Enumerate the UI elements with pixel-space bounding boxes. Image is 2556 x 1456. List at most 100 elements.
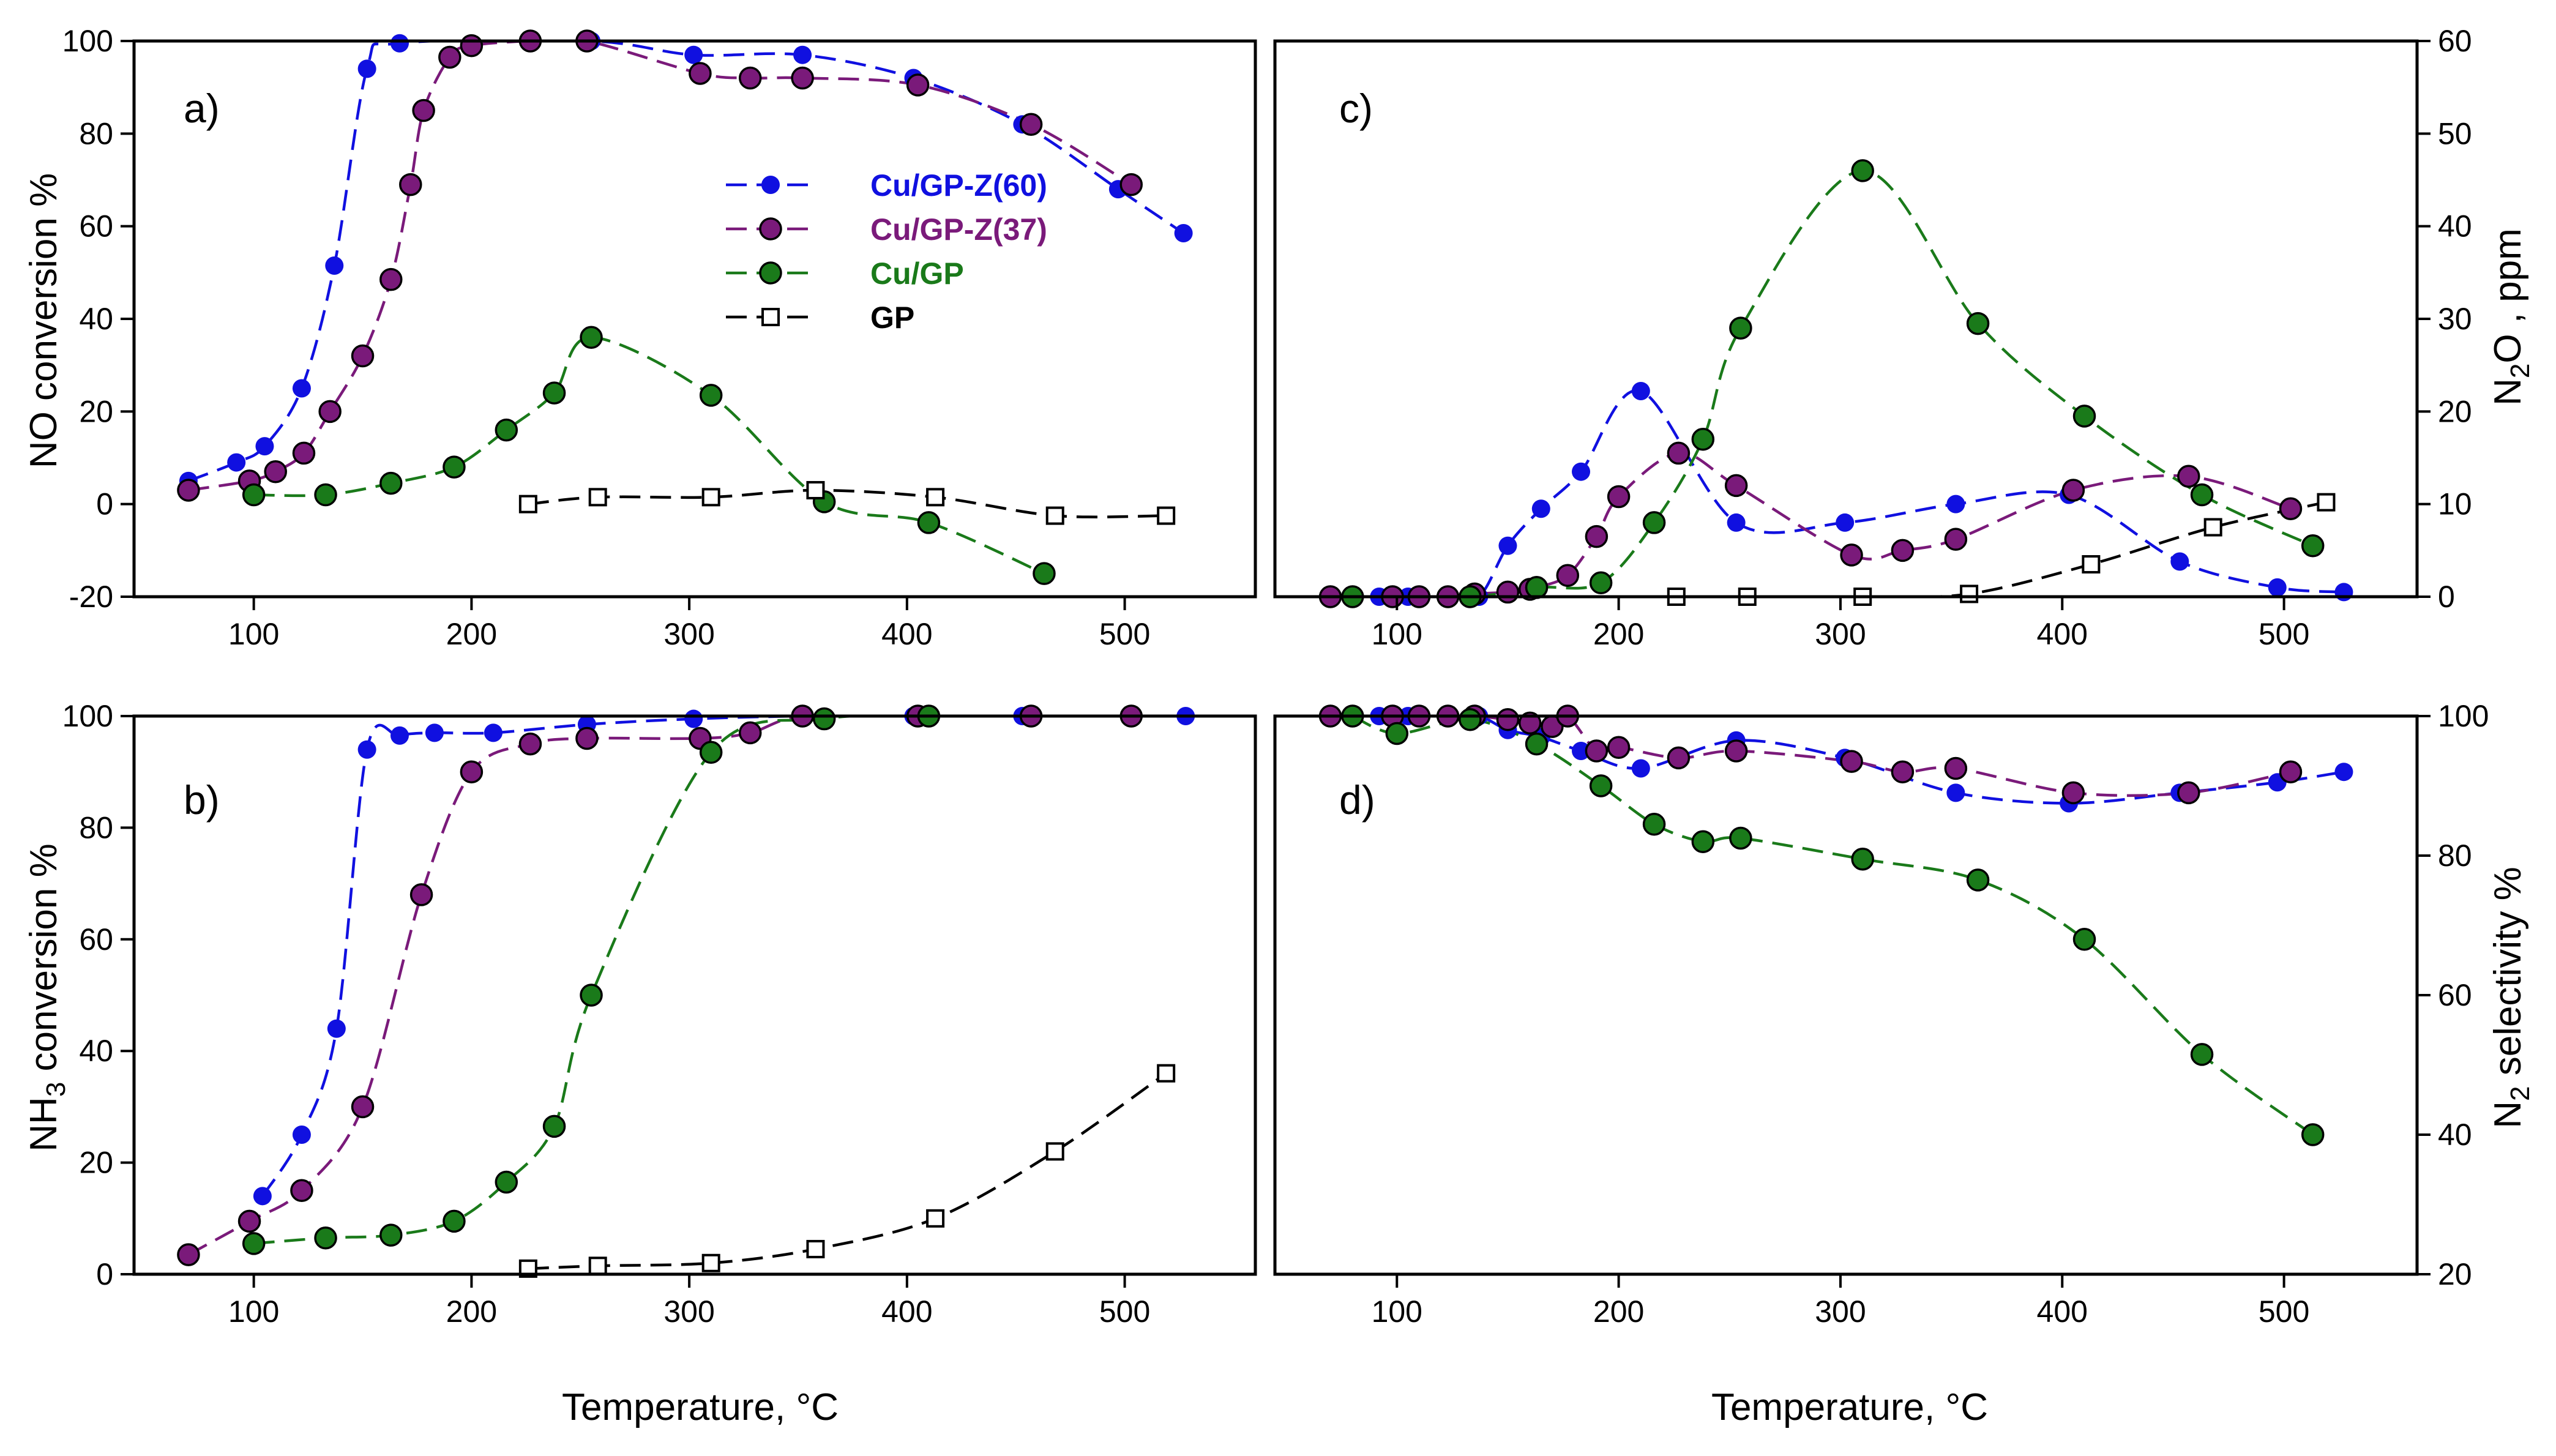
data-point-cu-gp-z-37 <box>1667 746 1691 770</box>
data-point-gp <box>806 1239 825 1258</box>
y-tick-label: 10 <box>2438 487 2472 521</box>
x-tick-label: 200 <box>446 617 497 651</box>
y-tick-label: 60 <box>79 209 113 244</box>
data-point-cu-gp <box>242 1232 266 1255</box>
data-point-gp <box>588 488 607 507</box>
data-point-cu-gp-z-60 <box>1631 759 1650 778</box>
data-point-cu-gp-z-60 <box>1836 513 1855 532</box>
panel-b-nh3-conversion: 100 200 300 400 500 0 20 40 60 80 100 b) NH3 conve… <box>23 699 1257 1428</box>
data-point-cu-gp <box>1385 722 1409 745</box>
data-point-cu-gp-z-60 <box>1946 783 1965 802</box>
legend-marker-cu-gp-z-37 <box>759 217 782 241</box>
data-point-gp <box>1960 584 1979 603</box>
legend-label-cu-gp-z-37: Cu/GP-Z(37) <box>870 212 1047 247</box>
y-tick-label: 20 <box>2438 1257 2472 1291</box>
x-tick-label: 200 <box>446 1294 497 1329</box>
x-tick-label: 200 <box>1593 1294 1644 1329</box>
y-tick-label: 100 <box>62 24 113 58</box>
data-point-gp <box>701 1253 720 1272</box>
data-point-cu-gp-z-60 <box>2334 583 2353 602</box>
data-point-cu-gp-z-60 <box>357 740 376 759</box>
x-tick-label: 300 <box>663 1294 714 1329</box>
data-point-cu-gp <box>1589 571 1613 595</box>
data-point-cu-gp <box>1033 562 1056 585</box>
x-tick-label: 500 <box>1099 617 1150 651</box>
panel-b-label: b) <box>184 777 220 823</box>
data-point-cu-gp-z-37 <box>438 45 461 69</box>
panel-d-y-title: N2 selectivity % <box>2487 867 2535 1129</box>
data-point-cu-gp <box>917 511 941 534</box>
data-point-cu-gp-z-60 <box>227 453 246 472</box>
panel-d-n2-selectivity: 100 200 300 400 500 20 40 60 80 100 d) N2 selecti… <box>1273 699 2535 1428</box>
x-tick-label: 100 <box>228 1294 279 1329</box>
data-point-cu-gp-z-37 <box>1944 528 1968 551</box>
data-point-cu-gp <box>495 1170 518 1194</box>
panel-c-label: c) <box>1339 86 1373 131</box>
data-point-cu-gp-z-60 <box>1946 495 1965 513</box>
data-point-cu-gp-z-37 <box>2279 760 2303 783</box>
data-point-cu-gp-z-37 <box>738 721 762 745</box>
data-point-gp <box>1045 506 1064 525</box>
data-point-cu-gp-z-37 <box>1724 739 1748 763</box>
data-point-cu-gp <box>1642 812 1666 836</box>
data-point-cu-gp-z-37 <box>791 66 814 90</box>
y-tick-label: 100 <box>62 699 113 733</box>
y-tick-label: 60 <box>79 922 113 957</box>
data-point-cu-gp-z-37 <box>2061 781 2085 805</box>
x-tick-label: 100 <box>1372 617 1422 651</box>
data-point-cu-gp-z-60 <box>292 1126 311 1144</box>
y-tick-label: 40 <box>79 302 113 336</box>
legend-marker-gp <box>761 308 780 326</box>
x-tick-label: 100 <box>228 617 279 651</box>
data-point-cu-gp-z-60 <box>325 256 344 275</box>
data-point-cu-gp <box>1459 707 1482 731</box>
series-line-cu-gp-z-37 <box>187 716 1132 1256</box>
data-point-cu-gp-z-37 <box>264 460 287 483</box>
data-point-cu-gp-z-37 <box>1585 739 1609 763</box>
data-point-cu-gp-z-60 <box>255 437 274 456</box>
data-point-cu-gp <box>2072 928 2096 951</box>
data-point-cu-gp-z-37 <box>689 62 712 85</box>
data-point-cu-gp <box>1729 316 1752 340</box>
x-tick-label: 300 <box>663 617 714 651</box>
panel-d-label: d) <box>1339 777 1375 823</box>
data-point-cu-gp-z-60 <box>425 723 444 742</box>
data-point-cu-gp-z-60 <box>1531 499 1550 518</box>
data-point-cu-gp-z-37 <box>738 66 762 90</box>
data-point-cu-gp-z-37 <box>1607 485 1631 509</box>
panel-c-y-title: N2O , ppm <box>2487 228 2535 406</box>
data-point-cu-gp <box>2190 483 2214 507</box>
legend-label-cu-gp: Cu/GP <box>870 256 964 291</box>
data-point-cu-gp <box>379 471 403 495</box>
data-point-cu-gp-z-37 <box>1556 564 1580 587</box>
data-point-cu-gp <box>242 483 266 507</box>
data-point-cu-gp-z-37 <box>1840 543 1863 567</box>
data-point-cu-gp-z-37 <box>399 173 422 196</box>
data-point-gp <box>701 488 720 507</box>
data-point-cu-gp-z-37 <box>460 760 484 783</box>
data-point-cu-gp-z-37 <box>177 479 200 502</box>
y-tick-label: 80 <box>79 116 113 151</box>
data-point-cu-gp-z-60 <box>1631 382 1650 401</box>
data-point-cu-gp-z-37 <box>1944 756 1968 780</box>
legend-marker-cu-gp <box>759 261 782 285</box>
data-point-cu-gp-z-60 <box>327 1019 346 1038</box>
y-tick-label: 40 <box>2438 1118 2472 1152</box>
data-point-cu-gp-z-37 <box>1724 474 1748 498</box>
data-point-cu-gp <box>1966 868 1990 892</box>
data-point-cu-gp-z-37 <box>412 99 435 122</box>
data-point-cu-gp-z-37 <box>575 726 599 750</box>
data-point-cu-gp <box>379 1223 403 1247</box>
series-line-cu-gp-z-60 <box>188 41 1184 482</box>
data-point-cu-gp-z-60 <box>292 379 311 398</box>
legend: Cu/GP-Z(60) Cu/GP-Z(37) Cu/GP GP <box>726 168 1047 335</box>
panel-a-no-conversion: 100 200 300 400 500 -20 0 20 40 60 80 100 a) NO con… <box>23 24 1257 651</box>
y-tick-label: 0 <box>96 1257 113 1291</box>
data-point-gp <box>518 495 537 513</box>
data-point-gp <box>2203 518 2222 537</box>
data-point-cu-gp <box>1589 774 1613 797</box>
x-tick-label: 500 <box>2259 1294 2309 1329</box>
data-point-cu-gp-z-37 <box>1119 173 1143 196</box>
data-point-gp <box>2082 555 2101 574</box>
series-line-cu-gp-z-37 <box>1330 716 2291 797</box>
